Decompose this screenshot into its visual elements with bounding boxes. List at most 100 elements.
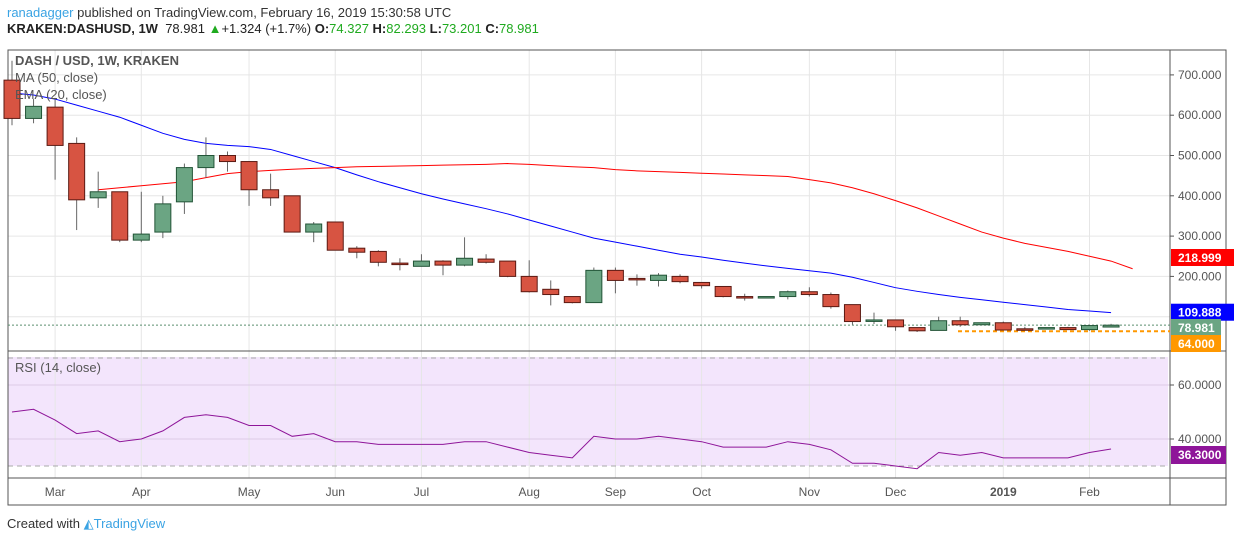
candle [994, 322, 1012, 331]
candle [542, 288, 560, 296]
x-tick-label: Jul [414, 485, 429, 499]
x-tick-label: Jun [326, 485, 345, 499]
y-tick-label: 200.000 [1178, 269, 1222, 283]
x-tick-label: Feb [1079, 485, 1100, 499]
y-tick-label: 600.000 [1178, 108, 1222, 122]
close: 78.981 [499, 21, 539, 36]
candle [391, 262, 409, 266]
candle [843, 304, 861, 323]
candle [369, 250, 387, 263]
candle [326, 221, 344, 251]
rsi-y-tick-label: 40.0000 [1178, 432, 1222, 446]
price-tag-label: 78.981 [1178, 321, 1215, 335]
candle [822, 294, 840, 308]
ema-legend: EMA (20, close) [15, 87, 107, 102]
publish-info: ranadagger published on TradingView.com,… [7, 5, 451, 20]
candle [563, 296, 581, 304]
candle [973, 322, 991, 326]
price-tag-label: 218.999 [1178, 251, 1222, 265]
y-tick-label: 500.000 [1178, 149, 1222, 163]
candle [757, 296, 775, 299]
candle [520, 275, 538, 293]
ema20-line [11, 92, 1112, 314]
rsi-band-fill [8, 357, 1168, 466]
candle [46, 106, 64, 146]
created-with: Created with [7, 516, 80, 531]
symbol: KRAKEN:DASHUSD, 1W [7, 21, 158, 36]
rsi-legend: RSI (14, close) [15, 360, 101, 375]
up-arrow-icon: ▲ [208, 21, 222, 36]
chart-title: DASH / USD, 1W, KRAKEN [15, 53, 179, 68]
x-tick-label: Mar [45, 485, 66, 499]
candle [68, 142, 86, 201]
price-tag [1171, 303, 1234, 321]
x-tick-label: Sep [605, 485, 627, 499]
ma-legend: MA (50, close) [15, 70, 98, 85]
x-tick-label: May [238, 485, 261, 499]
open: 74.327 [329, 21, 369, 36]
change: +1.324 (+1.7%) [221, 21, 312, 36]
x-tick-label: Dec [885, 485, 906, 499]
candle [930, 320, 948, 331]
candle [262, 189, 280, 199]
rsi-line [11, 408, 1112, 470]
candle [154, 203, 172, 233]
candle [650, 274, 667, 281]
candle [348, 247, 366, 253]
candle [628, 277, 646, 281]
candle [3, 79, 21, 119]
candle [800, 291, 818, 296]
rsi-tag-label: 36.3000 [1178, 448, 1222, 462]
x-tick-label: Apr [132, 485, 151, 499]
author-link[interactable]: ranadagger [7, 5, 74, 20]
candle [412, 260, 430, 267]
candle [25, 105, 43, 119]
candle [779, 291, 797, 298]
price-tag [1171, 249, 1234, 266]
candle [197, 155, 215, 169]
footer: Created with ◭TradingView [7, 516, 165, 532]
candle [477, 258, 495, 263]
publish-text: published on TradingView.com, February 1… [73, 5, 452, 20]
price-tag-label: 109.888 [1178, 306, 1222, 320]
candle [132, 233, 150, 241]
rsi-y-tick-label: 60.0000 [1178, 378, 1222, 392]
price-tag-label: 64.000 [1178, 337, 1215, 351]
candle [865, 319, 883, 322]
candle [499, 260, 517, 277]
candle [305, 223, 323, 233]
candle [1016, 328, 1034, 331]
symbol-info: KRAKEN:DASHUSD, 1W 78.981 ▲+1.324 (+1.7%… [7, 21, 539, 36]
last-price: 78.981 [165, 21, 205, 36]
candle [1102, 324, 1120, 328]
tradingview-link[interactable]: TradingView [93, 516, 166, 531]
candle [175, 167, 193, 203]
candle [283, 195, 301, 233]
candle [908, 327, 926, 332]
price-tag [1171, 335, 1221, 352]
price-tag [1171, 319, 1221, 336]
candle [1081, 325, 1098, 331]
candle [736, 296, 754, 299]
x-tick-label: Oct [692, 485, 711, 499]
rsi-tag [1171, 446, 1226, 464]
tradingview-logo-icon: ◭ [83, 516, 94, 531]
candle [671, 275, 689, 283]
candle [951, 320, 969, 326]
x-tick-label: Nov [799, 485, 820, 499]
candle [887, 319, 905, 328]
candle [434, 260, 452, 266]
candle [456, 257, 474, 266]
candle [1037, 327, 1055, 330]
chart-border [7, 49, 1227, 506]
candle [1059, 327, 1077, 331]
x-tick-label: 2019 [990, 485, 1017, 499]
y-tick-label: 400.000 [1178, 189, 1222, 203]
candle [219, 155, 236, 163]
x-tick-label: Aug [519, 485, 540, 499]
y-tick-label: 300.000 [1178, 229, 1222, 243]
high: 82.293 [386, 21, 427, 36]
candle [111, 191, 129, 241]
candle [240, 161, 258, 191]
